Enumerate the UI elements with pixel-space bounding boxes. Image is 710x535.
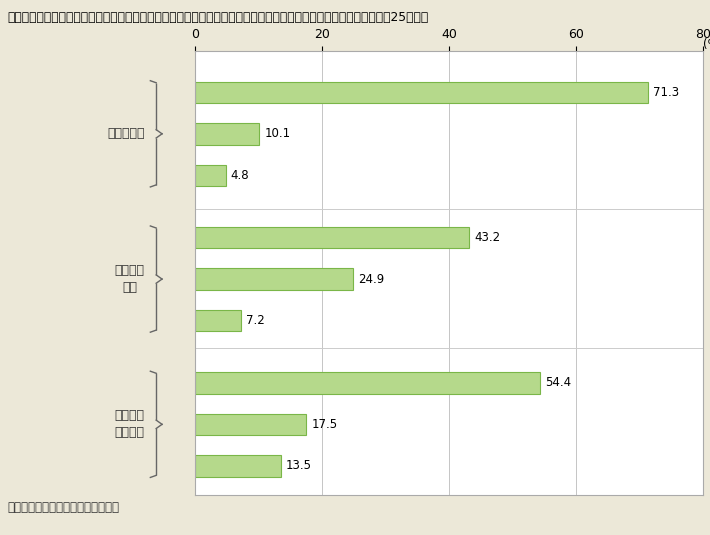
Bar (195, 268, 354, 290)
Bar (195, 310, 241, 331)
Bar (195, 414, 306, 435)
Text: 母子生活
支援施設: 母子生活 支援施設 (114, 409, 145, 439)
Text: 婦人相談所: 婦人相談所 (107, 127, 145, 140)
Text: 43.2: 43.2 (474, 231, 501, 244)
Bar (195, 123, 259, 144)
Bar (195, 372, 540, 394)
Text: 17.5: 17.5 (312, 418, 337, 431)
Text: 71.3: 71.3 (652, 86, 679, 99)
Text: 10.1: 10.1 (264, 127, 290, 140)
Text: (%): (%) (703, 38, 710, 51)
Text: 婦人保護
施設: 婦人保護 施設 (114, 264, 145, 294)
Bar (195, 165, 226, 186)
Bar (195, 81, 648, 103)
Bar (195, 455, 281, 477)
Bar (195, 227, 469, 248)
Text: 54.4: 54.4 (545, 376, 572, 389)
Text: Ｉ－４－７図　婦人相談所一時保護所（委託を含む）並びに婦人保護施設及び母子生活支援施設への入所理由（平成25年度）: Ｉ－４－７図 婦人相談所一時保護所（委託を含む）並びに婦人保護施設及び母子生活支… (7, 11, 428, 24)
Text: 24.9: 24.9 (359, 272, 385, 286)
Text: 4.8: 4.8 (231, 169, 249, 182)
Text: 13.5: 13.5 (286, 460, 312, 472)
Text: 7.2: 7.2 (246, 314, 265, 327)
Text: （備考）厚生労働省資料より作成。: （備考）厚生労働省資料より作成。 (7, 501, 119, 514)
